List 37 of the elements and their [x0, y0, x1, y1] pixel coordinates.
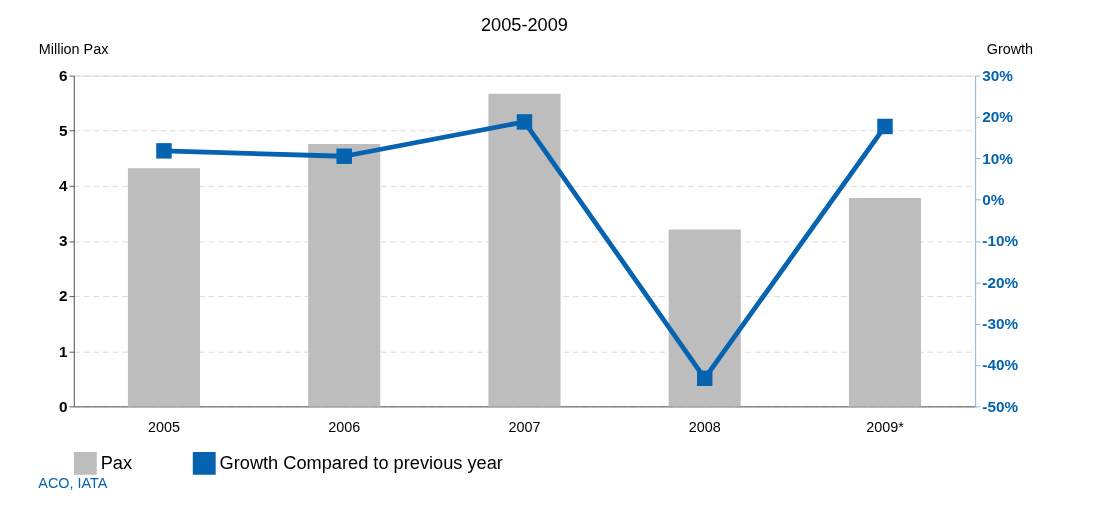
- x-tick-label: 2005: [147, 418, 180, 435]
- x-tick-label: 2008: [688, 418, 721, 435]
- y2-tick-label: 0%: [982, 190, 1005, 208]
- y-tick-label: 3: [59, 232, 68, 250]
- y-tick-label: 2: [59, 287, 68, 305]
- x-tick-label: 2009*: [866, 418, 905, 435]
- y-tick-label: 4: [59, 177, 69, 195]
- y2-tick-label: -50%: [982, 397, 1019, 415]
- y2-tick-label: 20%: [982, 108, 1014, 126]
- y2-tick-label: -40%: [982, 356, 1019, 374]
- y2-tick-label: 10%: [982, 149, 1014, 167]
- point: [696, 370, 713, 386]
- y2-axis-title: Growth: [986, 41, 1034, 58]
- x-tick-label: 2006: [328, 418, 361, 435]
- x-tick-label: 2007: [508, 418, 541, 435]
- y2-tick-label: -20%: [982, 273, 1019, 291]
- bar: [668, 229, 741, 407]
- legend-label: Pax: [100, 453, 133, 474]
- bar: [308, 143, 381, 407]
- point: [516, 114, 533, 130]
- point: [156, 143, 172, 159]
- chart-title: 2005-2009: [480, 14, 568, 35]
- y2-tick-label: -30%: [982, 314, 1019, 332]
- text: ACO, IATA: [38, 474, 108, 491]
- y-axis-title: Million Pax: [38, 41, 110, 58]
- legend-label: Growth Compared to previous year: [219, 453, 503, 474]
- point: [877, 118, 893, 135]
- y-tick-label: 6: [59, 66, 68, 84]
- y-tick-label: 5: [59, 122, 69, 139]
- point: [336, 148, 352, 164]
- y-tick-label: 0: [59, 397, 68, 415]
- bar: [127, 168, 201, 407]
- y-tick-label: 1: [59, 342, 69, 360]
- y2-tick-label: 30%: [982, 66, 1014, 84]
- y2-tick-label: -10%: [982, 232, 1019, 250]
- bar: [488, 93, 561, 407]
- bar: [848, 197, 922, 407]
